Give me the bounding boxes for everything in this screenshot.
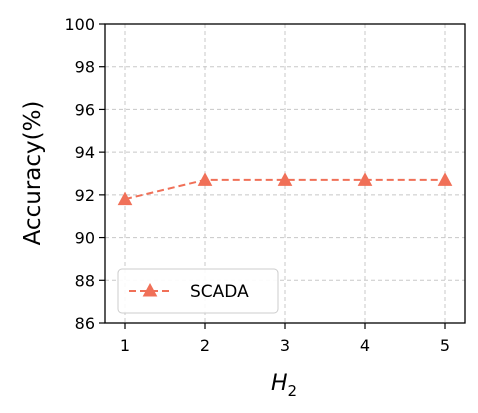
x-axis-label-subscript: 2 (288, 382, 298, 400)
x-tick-label: 1 (120, 336, 130, 355)
data-point-marker (197, 172, 213, 186)
x-tick-label: 4 (360, 336, 370, 355)
x-tick-label: 2 (200, 336, 210, 355)
legend: SCADA (117, 268, 279, 314)
legend-label-scada: SCADA (190, 282, 249, 302)
legend-box (117, 268, 279, 314)
x-tick-label: 5 (440, 336, 450, 355)
x-axis-label-main: H (271, 371, 288, 396)
y-tick-label: 96 (75, 100, 95, 119)
y-tick-label: 88 (75, 271, 95, 290)
series-line-scada (124, 178, 445, 201)
y-tick-label: 98 (75, 58, 95, 77)
y-tick-label: 92 (75, 186, 95, 205)
x-tick-label: 3 (280, 336, 290, 355)
data-point-marker (357, 172, 373, 186)
data-point-marker (277, 172, 293, 186)
y-tick-label: 90 (75, 229, 95, 248)
y-tick-label: 100 (64, 15, 95, 34)
y-tick-label: 86 (75, 314, 95, 333)
x-axis-label: H2 (271, 371, 297, 400)
series-layer (117, 172, 453, 206)
y-axis-label: Accuracy(%) (20, 101, 46, 246)
x-axis-ticks: 1 2 3 4 5 (120, 323, 450, 355)
y-tick-label: 94 (75, 143, 95, 162)
legend-marker-swatch (142, 282, 158, 297)
y-axis-ticks: 86 88 90 92 94 96 98 100 (64, 15, 105, 333)
data-point-marker (117, 191, 133, 206)
data-point-marker (437, 172, 453, 186)
